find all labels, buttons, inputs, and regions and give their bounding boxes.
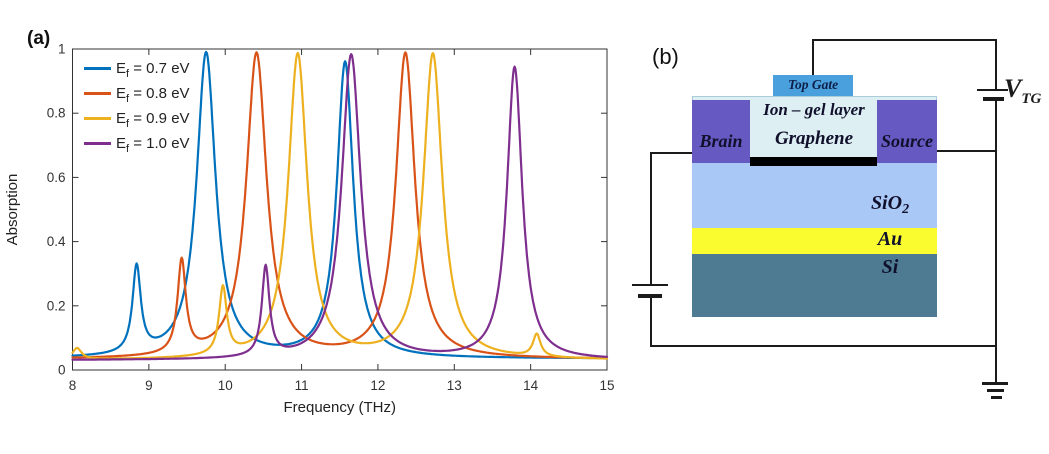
x-tick-label: 12 — [370, 378, 385, 393]
legend-line-sample — [84, 142, 111, 145]
sio2-layer — [692, 163, 937, 228]
wire-right-upper — [995, 39, 997, 90]
legend-line-sample — [84, 92, 111, 95]
drain-contact — [692, 100, 750, 163]
ion-gel-label: Ion – gel layer — [763, 100, 865, 119]
y-tick-label: 0.4 — [47, 234, 66, 249]
y-tick-label: 0.8 — [47, 106, 66, 121]
graphene-label: Graphene — [774, 128, 854, 149]
legend-label: Ef = 0.9 eV — [116, 110, 190, 130]
vtg-battery-long-plate — [977, 89, 1008, 91]
panel-a-label: (a) — [27, 28, 51, 49]
sio2-label: SiO2 — [870, 192, 910, 217]
x-tick-label: 8 — [69, 378, 77, 393]
series-curve-3 — [71, 53, 609, 361]
chart-legend: Ef = 0.7 eV Ef = 0.8 eV Ef = 0.9 eV Ef = 1.… — [84, 56, 190, 156]
left-battery-long-plate — [632, 284, 668, 286]
drain-label: Brain — [699, 131, 743, 151]
vtg-battery-short-plate — [983, 97, 1004, 101]
source-label: Source — [880, 131, 933, 151]
axes-box — [72, 48, 608, 371]
ground-bar-2 — [987, 389, 1004, 392]
legend-label: Ef = 0.7 eV — [116, 60, 190, 80]
y-tick-label: 0.6 — [47, 170, 66, 185]
ground-bar-3 — [991, 396, 1002, 399]
series-curve-2 — [71, 51, 609, 360]
absorption-chart: 8 9 10 11 12 13 14 15 0 0.2 0.4 0.6 0.8 1 Frequency (T… — [4, 42, 615, 417]
y-tick-label: 0.2 — [47, 298, 66, 313]
legend-item-3: Ef = 1.0 eV — [84, 131, 190, 156]
y-tick-label: 0 — [58, 363, 66, 378]
wire-drain-link — [650, 152, 692, 154]
wire-topgate-riser — [812, 39, 814, 77]
y-axis-label: Absorption — [4, 174, 21, 246]
wire-bottom — [650, 345, 997, 347]
legend-label: Ef = 1.0 eV — [116, 135, 190, 155]
x-tick-label: 14 — [523, 378, 539, 393]
wire-left-lower — [650, 298, 652, 347]
top-gate — [773, 75, 853, 96]
wire-left-upper — [650, 152, 652, 285]
x-tick-label: 9 — [145, 378, 153, 393]
legend-label: Ef = 0.8 eV — [116, 85, 190, 105]
x-tick-label: 10 — [218, 378, 233, 393]
panel-b-label: (b) — [652, 44, 679, 69]
si-label: Si — [881, 256, 899, 278]
top-gate-label: Top Gate — [787, 77, 839, 92]
si-layer — [692, 254, 937, 317]
x-tick-label: 11 — [295, 378, 309, 393]
wire-source-link — [937, 150, 997, 152]
legend-line-sample — [84, 67, 111, 70]
graphene-bar — [750, 157, 877, 166]
legend-line-sample — [84, 117, 111, 120]
y-tick-label: 1 — [58, 42, 66, 57]
series-curve-0 — [71, 50, 609, 360]
source-contact — [877, 100, 937, 163]
wire-right-lower — [995, 101, 997, 383]
x-axis-label: Frequency (THz) — [283, 399, 396, 416]
series-curve-1 — [71, 51, 609, 360]
x-tick-label: 13 — [447, 378, 462, 393]
ground-bar-1 — [982, 382, 1008, 385]
vtg-label: VTG — [1004, 74, 1042, 107]
wire-top-horizontal — [812, 39, 997, 41]
legend-item-2: Ef = 0.9 eV — [84, 106, 190, 131]
au-layer — [692, 228, 937, 254]
left-battery-short-plate — [638, 294, 662, 298]
legend-item-1: Ef = 0.8 eV — [84, 81, 190, 106]
au-label: Au — [877, 228, 903, 250]
legend-item-0: Ef = 0.7 eV — [84, 56, 190, 81]
x-tick-label: 15 — [599, 378, 614, 393]
